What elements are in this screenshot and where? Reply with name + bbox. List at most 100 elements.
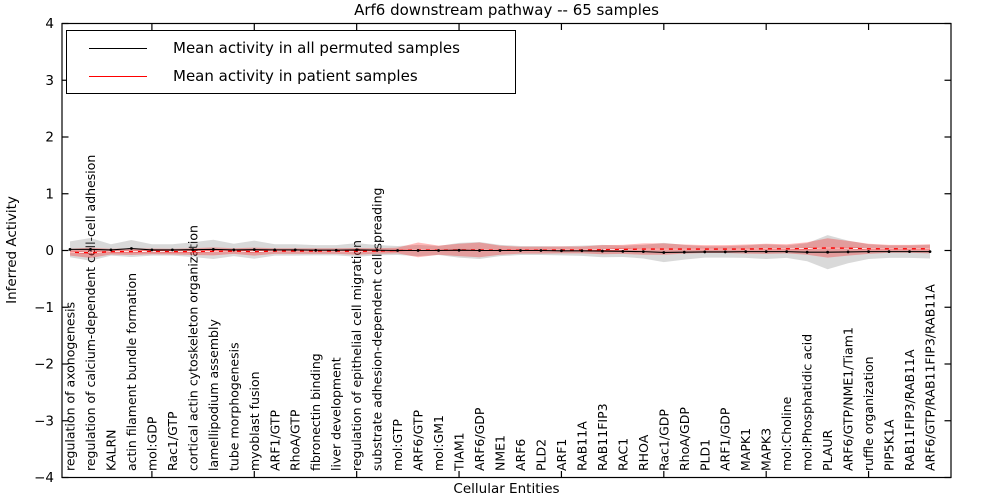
legend-item-patient: Mean activity in patient samples (89, 67, 515, 85)
permuted-marker (887, 250, 891, 254)
permuted-marker (928, 250, 932, 254)
x-tick-label: PIP5K1A (882, 419, 897, 471)
permuted-marker (273, 248, 277, 252)
x-tick-label: regulation of calcium-dependent cell-cel… (83, 155, 98, 471)
permuted-marker (539, 249, 543, 252)
x-tick-label: RAB11A (574, 421, 589, 471)
permuted-marker (560, 249, 563, 253)
y-tick-label: 3 (45, 73, 54, 89)
permuted-marker (662, 251, 666, 254)
x-axis-label: Cellular Entities (453, 481, 560, 497)
legend-label-patient: Mean activity in patient samples (173, 67, 418, 85)
x-tick-label: MAPK3 (759, 428, 774, 471)
x-tick-label: NME1 (493, 435, 508, 471)
permuted-marker (89, 247, 92, 251)
x-tick-label: PLD1 (697, 439, 712, 471)
permuted-line-swatch-icon (89, 47, 147, 49)
x-tick-label: mol:Phosphatidic acid (800, 334, 815, 471)
x-tick-label: ARF6/GTP/RAB11FIP3/RAB11A (923, 284, 938, 471)
permuted-marker (621, 249, 625, 253)
permuted-band (70, 235, 930, 270)
x-tick-label: MAPK1 (738, 428, 753, 471)
permuted-marker (396, 249, 400, 252)
x-tick-label: ARF6 (513, 439, 528, 471)
permuted-marker (130, 247, 133, 250)
legend: Mean activity in all permuted samples Me… (66, 30, 516, 94)
x-tick-label: PLD2 (533, 439, 548, 471)
x-tick-label: mol:GM1 (431, 415, 446, 471)
permuted-marker (744, 250, 748, 254)
permuted-marker (908, 250, 911, 254)
y-axis-label: Inferred Activity (4, 196, 20, 304)
x-tick-label: RhoA/GDP (677, 407, 692, 471)
permuted-marker (764, 250, 768, 254)
permuted-marker (580, 249, 584, 253)
permuted-marker (416, 249, 420, 252)
permuted-marker (519, 249, 522, 252)
y-tick-label: −3 (34, 413, 54, 429)
x-tick-label: actin filament bundle formation (124, 273, 139, 471)
permuted-marker (109, 248, 113, 252)
permuted-marker (355, 248, 359, 252)
chart-title: Arf6 downstream pathway -- 65 samples (354, 1, 659, 19)
x-tick-label: RHOA (636, 434, 651, 471)
permuted-marker (785, 250, 789, 254)
x-tick-label: Rac1/GDP (656, 409, 671, 471)
x-tick-label: liver development (329, 357, 344, 471)
y-tick-label: −2 (34, 357, 54, 373)
permuted-marker (600, 249, 604, 253)
x-tick-label: KALRN (103, 429, 118, 471)
x-tick-label: Rac1/GTP (165, 411, 180, 471)
x-tick-label: fibronectin binding (308, 353, 323, 471)
permuted-marker (437, 249, 440, 252)
x-tick-label: lamellipodium assembly (206, 319, 221, 471)
x-tick-label: ARF6/GTP (411, 410, 426, 471)
x-tick-label: ARF1 (554, 439, 569, 471)
x-tick-label: cortical actin cytoskeleton organization (185, 225, 200, 471)
permuted-marker (375, 248, 379, 252)
x-tick-label: regulation of axonogenesis (63, 302, 78, 471)
permuted-marker (641, 250, 645, 254)
permuted-marker (498, 249, 502, 252)
permuted-marker (211, 247, 215, 251)
permuted-marker (150, 248, 154, 252)
permuted-marker (846, 250, 850, 254)
patient-band (70, 238, 930, 258)
x-tick-label: mol:GDP (144, 416, 159, 471)
x-tick-label: regulation of epithelial cell migration (349, 240, 364, 471)
x-tick-label: RAB11FIP3 (595, 403, 610, 471)
x-tick-label: substrate adhesion-dependent cell spread… (370, 188, 385, 471)
x-tick-label: RhoA/GTP (288, 409, 303, 471)
permuted-marker (334, 248, 338, 252)
y-tick-label: −4 (34, 470, 54, 486)
y-tick-label: −1 (34, 300, 54, 316)
x-tick-label: ARF6/GTP/NME1/Tiam1 (841, 327, 856, 471)
y-tick-label: 1 (45, 186, 54, 202)
permuted-marker (170, 248, 174, 252)
x-tick-label: TIAM1 (452, 432, 467, 472)
permuted-marker (826, 250, 830, 254)
permuted-marker (867, 250, 870, 254)
y-tick-label: 0 (45, 243, 54, 259)
permuted-marker (314, 248, 318, 252)
legend-item-permuted: Mean activity in all permuted samples (89, 39, 515, 57)
x-tick-label: tube morphogenesis (226, 342, 241, 471)
patient-line-swatch-icon (89, 75, 147, 77)
permuted-marker (293, 248, 297, 252)
x-tick-label: mol:Choline (779, 396, 794, 471)
permuted-marker (68, 247, 72, 251)
permuted-marker (703, 250, 707, 254)
permuted-marker (723, 250, 727, 254)
x-tick-label: ARF1/GDP (718, 407, 733, 471)
permuted-marker (682, 250, 686, 254)
permuted-marker (252, 248, 256, 252)
legend-label-permuted: Mean activity in all permuted samples (173, 39, 460, 57)
permuted-marker (478, 249, 481, 252)
y-tick-label: 4 (45, 16, 54, 32)
permuted-marker (232, 248, 236, 252)
x-tick-label: ruffle organization (861, 356, 876, 471)
x-tick-label: myoblast fusion (247, 371, 262, 471)
x-tick-label: PLAUR (820, 430, 835, 471)
